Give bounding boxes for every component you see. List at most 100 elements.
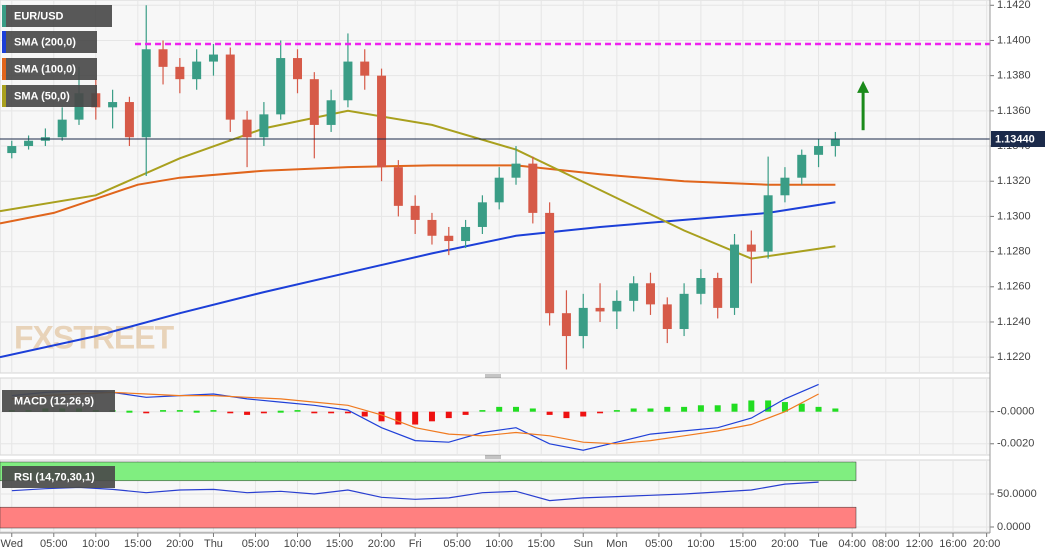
legend-color: [2, 5, 6, 27]
candle-body: [780, 177, 790, 196]
candle-body: [393, 167, 403, 206]
y-tick-label: 1.1400: [997, 34, 1031, 46]
x-tick-label: 15:00: [729, 538, 757, 550]
sma-line: [0, 109, 836, 260]
x-tick-label: 20:00: [973, 538, 1001, 550]
macd-bar: [193, 410, 200, 413]
legend-box: [2, 85, 97, 107]
candle-body: [814, 146, 824, 155]
legend-label: SMA (50,0): [14, 90, 70, 102]
macd-bar: [479, 410, 486, 412]
legend-box: [2, 58, 97, 80]
watermark: FXSTREET: [14, 319, 175, 355]
arrow-head: [857, 80, 870, 93]
y-tick-label: -0.0000: [997, 406, 1034, 418]
macd-bar: [781, 402, 788, 412]
legend-label: RSI (14,70,30,1): [14, 471, 95, 483]
macd-bar: [361, 411, 368, 417]
macd-bar: [395, 411, 402, 425]
last-price-label: 1.13440: [995, 133, 1035, 145]
legend-color: [2, 31, 6, 53]
macd-bar: [765, 400, 772, 412]
candle-body: [511, 163, 521, 178]
legend-label: MACD (12,26,9): [14, 395, 94, 407]
x-tick-label: 16:00: [939, 538, 967, 550]
candle-body: [595, 307, 605, 312]
x-tick-label: 20:00: [368, 538, 396, 550]
x-tick-label: 10:00: [485, 538, 513, 550]
candle-body: [763, 195, 773, 252]
y-tick-label: 50.0000: [997, 488, 1037, 500]
macd-bar: [496, 406, 503, 412]
last-price-box: [991, 130, 1045, 147]
candle-body: [242, 119, 252, 138]
x-tick-label: Thu: [204, 538, 223, 550]
macd-bar: [344, 411, 351, 414]
y-tick-label: -0.0020: [997, 438, 1034, 450]
candle-body: [259, 114, 269, 138]
macd-bar: [311, 411, 318, 414]
candle-body: [175, 66, 185, 80]
candle-body: [578, 307, 588, 337]
macd-bar: [681, 406, 688, 412]
x-tick-label: Tue: [809, 538, 828, 550]
macd-bar: [832, 408, 839, 412]
y-tick-label: 1.1320: [997, 175, 1031, 187]
legend-label: EUR/USD: [14, 10, 64, 22]
legend-item: SMA (50,0): [2, 85, 97, 107]
candle-body: [427, 219, 437, 236]
macd-bar: [176, 410, 183, 412]
macd-bar: [143, 411, 150, 414]
macd-bar: [798, 403, 805, 412]
candle-body: [444, 235, 454, 242]
legend-color: [2, 85, 6, 107]
candle-body: [410, 205, 420, 220]
candle-body: [208, 54, 218, 62]
x-tick-label: 20:00: [166, 538, 194, 550]
macd-bar: [647, 408, 654, 412]
x-tick-label: Mon: [606, 538, 627, 550]
y-tick-label: 1.1380: [997, 70, 1031, 82]
candle-body: [192, 61, 202, 80]
panel-background: [0, 377, 991, 456]
macd-bar: [328, 411, 335, 414]
macd-bar: [529, 408, 536, 412]
macd-bar: [260, 411, 267, 414]
sma-line: [0, 164, 836, 225]
candle-body: [713, 277, 723, 308]
candle-body: [343, 61, 353, 101]
candle-body: [124, 102, 134, 138]
x-tick-label: 15:00: [124, 538, 152, 550]
candle-body: [746, 244, 756, 252]
y-tick-label: 1.1420: [997, 0, 1031, 11]
macd-bar: [244, 411, 251, 415]
x-tick-label: 15:00: [326, 538, 354, 550]
candle-body: [528, 163, 538, 213]
macd-line: [11, 391, 819, 445]
macd-bar: [513, 406, 520, 412]
rsi-band-low: [0, 506, 857, 529]
candle-body: [7, 146, 17, 154]
macd-bar: [277, 410, 284, 413]
macd-bar: [445, 411, 452, 419]
macd-bar: [714, 405, 721, 412]
x-tick-label: 12:00: [906, 538, 934, 550]
x-tick-label: 10:00: [687, 538, 715, 550]
x-tick-label: 05:00: [40, 538, 68, 550]
candle-body: [377, 75, 387, 168]
candle-body: [141, 49, 151, 138]
macd-bar: [294, 410, 301, 412]
candle-body: [158, 49, 168, 67]
macd-bar: [748, 400, 755, 412]
y-tick-label: 0.0000: [997, 521, 1031, 533]
x-tick-label: 05:00: [242, 538, 270, 550]
candle-body: [108, 102, 118, 108]
macd-bar: [412, 411, 419, 425]
candle-body: [679, 293, 689, 330]
macd-bar: [597, 411, 604, 414]
macd-bar: [563, 411, 570, 419]
y-tick-label: 1.1220: [997, 351, 1031, 363]
candle-body: [57, 119, 67, 138]
